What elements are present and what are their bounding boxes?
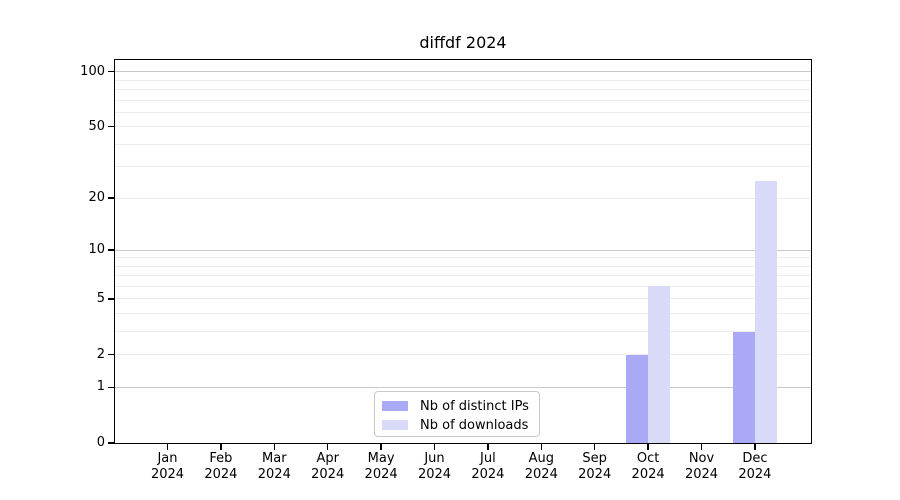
x-tick-label: Oct 2024 — [616, 451, 680, 482]
bar-distinct-ips — [732, 331, 755, 443]
x-tick-label: Feb 2024 — [189, 451, 253, 482]
year-label: 2024 — [364, 466, 398, 482]
legend-label: Nb of distinct IPs — [420, 398, 529, 414]
bar-downloads — [648, 286, 671, 443]
gridline-minor — [115, 79, 811, 81]
plot-area: 0 1 2 5 10 20 50 100 Jan 2024 Feb 2024 Mar 2024 Apr 202… — [80, 59, 812, 482]
gridline-minor — [115, 99, 811, 101]
legend-item: Nb of downloads — [382, 416, 539, 435]
y-tick-mark — [108, 298, 114, 300]
year-label: 2024 — [738, 466, 772, 482]
y-tick-label: 5 — [96, 290, 105, 306]
month-label: May — [367, 451, 395, 466]
year-label: 2024 — [684, 466, 719, 482]
x-tick-mark — [327, 443, 329, 450]
y-tick-mark — [108, 386, 114, 388]
month-label: Apr — [316, 451, 339, 466]
year-label: 2024 — [417, 466, 452, 482]
y-tick-label: 2 — [96, 346, 105, 362]
x-tick-label: Jun 2024 — [403, 451, 467, 482]
x-tick-label: Jan 2024 — [136, 451, 200, 482]
gridline-major — [115, 249, 811, 251]
y-tick-mark — [108, 197, 114, 199]
x-tick-label: Aug 2024 — [509, 451, 573, 482]
x-tick-mark — [647, 443, 649, 450]
month-label: Aug — [528, 451, 554, 466]
gridline-minor — [115, 313, 811, 315]
x-tick-label: Apr 2024 — [296, 451, 360, 482]
gridline-minor — [115, 111, 811, 113]
x-tick-label: Mar 2024 — [242, 451, 306, 482]
x-tick-label: Jul 2024 — [456, 451, 520, 482]
legend-swatch-downloads — [382, 420, 408, 430]
month-label: Oct — [636, 451, 660, 466]
x-tick-mark — [540, 443, 542, 450]
y-tick-label: 50 — [88, 118, 105, 134]
legend-label: Nb of downloads — [420, 417, 529, 433]
x-tick-label: Nov 2024 — [670, 451, 734, 482]
y-tick-mark — [108, 249, 114, 251]
y-tick-mark — [108, 353, 114, 356]
month-label: Nov — [688, 451, 715, 466]
gridline-minor — [115, 354, 811, 356]
gridline-minor — [115, 197, 811, 199]
month-label: Dec — [742, 451, 768, 466]
x-tick-mark — [380, 443, 382, 450]
month-label: Jul — [480, 451, 496, 466]
x-tick-mark — [754, 443, 756, 450]
x-tick-mark — [487, 443, 489, 450]
year-label: 2024 — [257, 466, 291, 482]
month-label: Mar — [262, 451, 287, 466]
y-tick-mark — [108, 442, 114, 444]
bar-distinct-ips — [626, 354, 649, 443]
gridline-major — [115, 386, 811, 388]
y-tick-label: 0 — [96, 435, 105, 450]
gridline-minor — [115, 126, 811, 128]
x-tick-mark — [594, 443, 596, 450]
y-tick-mark — [108, 71, 114, 73]
gridline-minor — [115, 285, 811, 287]
y-tick-label: 100 — [80, 63, 105, 79]
year-label: 2024 — [471, 466, 505, 482]
y-tick-label: 20 — [88, 190, 105, 206]
year-label: 2024 — [578, 466, 612, 482]
gridline-minor — [115, 298, 811, 300]
bar-downloads — [754, 180, 777, 443]
legend-item: Nb of distinct IPs — [382, 397, 539, 416]
gridline-minor — [115, 275, 811, 277]
gridline-minor — [115, 89, 811, 91]
x-tick-label: Sep 2024 — [563, 451, 627, 482]
gridline-minor — [115, 265, 811, 267]
chart-title: diffdf 2024 — [419, 33, 507, 52]
gridline-major — [115, 71, 811, 73]
year-label: 2024 — [524, 466, 558, 482]
legend: Nb of distinct IPs Nb of downloads — [374, 391, 540, 437]
x-tick-mark — [220, 443, 222, 450]
x-tick-mark — [433, 443, 436, 450]
y-tick-label: 10 — [88, 242, 105, 258]
x-tick-label: May 2024 — [349, 451, 413, 482]
x-tick-label: Dec 2024 — [723, 451, 787, 482]
x-tick-mark — [700, 443, 703, 450]
month-label: Sep — [582, 451, 607, 466]
gridline-minor — [115, 331, 811, 332]
year-label: 2024 — [631, 466, 665, 482]
gridline-minor — [115, 257, 811, 259]
gridline-minor — [115, 143, 811, 145]
legend-swatch-distinct-ips — [382, 401, 408, 411]
x-tick-mark — [273, 443, 275, 450]
month-label: Jan — [157, 451, 178, 466]
year-label: 2024 — [311, 466, 345, 482]
x-tick-mark — [166, 443, 169, 450]
year-label: 2024 — [150, 466, 185, 482]
y-tick-mark — [108, 126, 114, 128]
month-label: Feb — [209, 451, 233, 466]
year-label: 2024 — [204, 466, 238, 482]
y-tick-label: 1 — [96, 379, 105, 395]
month-label: Jun — [424, 451, 445, 466]
gridline-minor — [115, 166, 811, 168]
